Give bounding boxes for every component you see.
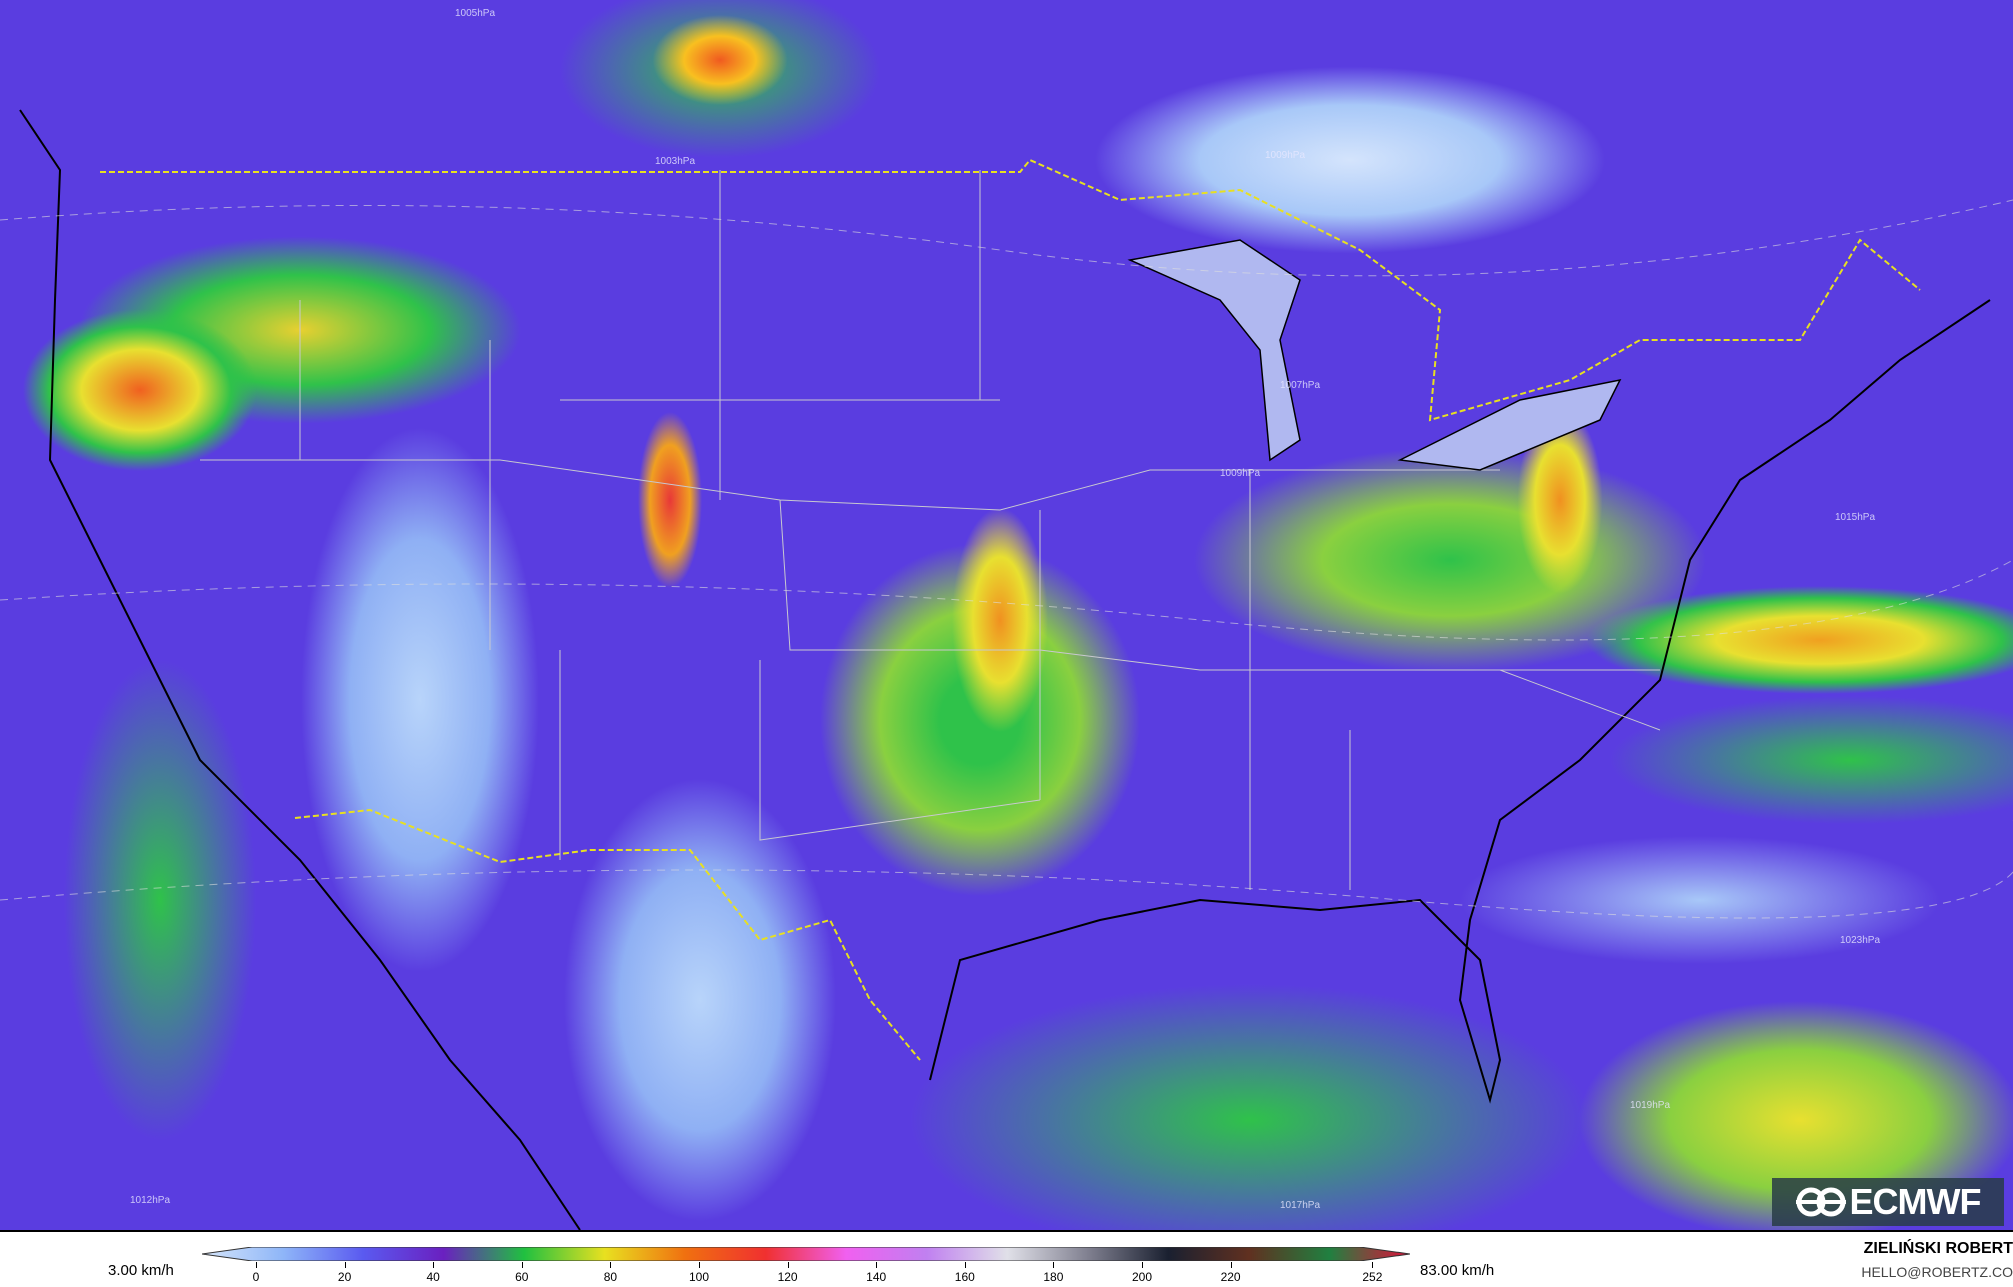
wind-speed-map[interactable]: 1005hPa 1003hPa 1009hPa 1007hPa 1015hPa … bbox=[0, 0, 2013, 1232]
legend-tick-label: 180 bbox=[1043, 1270, 1064, 1284]
legend-tick bbox=[1372, 1262, 1374, 1268]
legend-tick-label: 80 bbox=[603, 1270, 618, 1284]
legend-tick-label: 140 bbox=[866, 1270, 887, 1284]
ecmwf-logo-icon bbox=[1795, 1187, 1846, 1217]
author-credit: ZIELIŃSKI ROBERT bbox=[1863, 1240, 2013, 1257]
legend-tick-label: 20 bbox=[337, 1270, 352, 1284]
legend-tick-label: 60 bbox=[515, 1270, 529, 1284]
pressure-label: 1023hPa bbox=[1840, 935, 1881, 946]
legend-tick bbox=[699, 1262, 700, 1268]
isobars bbox=[0, 199, 2013, 919]
ecmwf-logo: ECMWF bbox=[1772, 1178, 2004, 1226]
coastline bbox=[19, 109, 1991, 1230]
legend-tick bbox=[964, 1262, 966, 1268]
legend-tick bbox=[256, 1262, 257, 1268]
great-lakes bbox=[1127, 239, 1622, 471]
legend-tick-label: 100 bbox=[688, 1270, 710, 1284]
pressure-label: 1017hPa bbox=[1280, 1200, 1321, 1211]
pressure-label: 1012hPa bbox=[130, 1195, 171, 1206]
legend-min-label: 3.00 km/h bbox=[108, 1262, 174, 1279]
us-canada-border bbox=[100, 158, 1921, 422]
legend-tick-label: 220 bbox=[1220, 1270, 1241, 1284]
legend-tick bbox=[344, 1262, 346, 1268]
pressure-label: 1007hPa bbox=[1280, 380, 1321, 391]
legend-tick-label: 40 bbox=[426, 1270, 440, 1284]
color-legend: 3.00 km/h 0 20 40 60 80 100 120 140 160 180 200 220… bbox=[0, 1232, 2013, 1287]
pressure-label: 1005hPa bbox=[455, 8, 496, 19]
state-lines bbox=[200, 170, 1661, 890]
pressure-label: 1009hPa bbox=[1220, 468, 1261, 479]
legend-tick bbox=[610, 1262, 612, 1268]
legend-tick bbox=[433, 1262, 435, 1268]
pressure-label: 1003hPa bbox=[655, 156, 696, 167]
legend-tick bbox=[1230, 1262, 1232, 1268]
legend-tick-label: 160 bbox=[954, 1270, 975, 1284]
legend-tick-label: 0 bbox=[252, 1270, 260, 1284]
legend-colorbar bbox=[202, 1247, 1410, 1261]
us-mexico-border bbox=[294, 808, 921, 1061]
author-email: HELLO@ROBERTZ.CO bbox=[1861, 1264, 2013, 1280]
ecmwf-logo-text: ECMWF bbox=[1849, 1181, 1982, 1222]
legend-tick bbox=[787, 1262, 789, 1268]
boundaries-overlay bbox=[0, 109, 2013, 1230]
pressure-label: 1019hPa bbox=[1630, 1100, 1671, 1111]
legend-max-label: 83.00 km/h bbox=[1420, 1262, 1495, 1279]
legend-tick bbox=[1053, 1262, 1055, 1268]
legend-tick bbox=[521, 1262, 523, 1268]
legend-tick-label: 200 bbox=[1131, 1270, 1153, 1284]
legend-tick-label: 120 bbox=[777, 1270, 798, 1284]
legend-tick-label: 252 bbox=[1362, 1270, 1383, 1284]
pressure-label: 1015hPa bbox=[1835, 512, 1876, 523]
legend-tick bbox=[1142, 1262, 1143, 1268]
legend-tick bbox=[876, 1262, 878, 1268]
pressure-label: 1009hPa bbox=[1265, 150, 1306, 161]
